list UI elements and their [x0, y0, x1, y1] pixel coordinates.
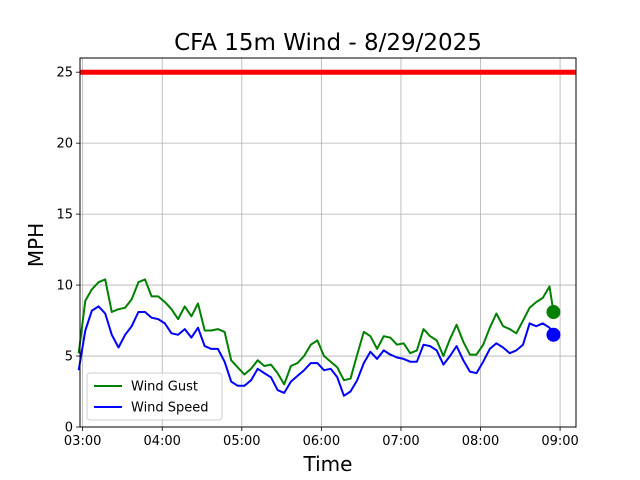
x-tick-label: 06:00 [303, 434, 340, 449]
x-tick-label: 04:00 [143, 434, 180, 449]
y-tick-label: 20 [56, 137, 73, 152]
y-tick-label: 15 [56, 208, 73, 223]
legend-label-wind-gust: Wind Gust [131, 380, 198, 395]
chart-title: CFA 15m Wind - 8/29/2025 [174, 30, 482, 56]
plot-frame [79, 57, 577, 428]
y-tick-label: 0 [65, 421, 73, 436]
wind-gust-last-point [546, 305, 561, 320]
wind-speed-line [77, 305, 555, 397]
ticks: 03:00 04:00 05:00 06:00 07:00 08:00 09:00 0 5 10 1… [56, 66, 578, 449]
x-tick-label: 09:00 [541, 434, 578, 449]
wind-gust-line [77, 278, 555, 386]
legend: Wind Gust Wind Speed [86, 372, 223, 421]
x-tick-label: 03:00 [64, 434, 101, 449]
legend-label-wind-speed: Wind Speed [131, 401, 209, 416]
x-tick-label: 08:00 [462, 434, 499, 449]
legend-box [86, 372, 223, 421]
series-layer [77, 278, 561, 397]
x-tick-label: 05:00 [223, 434, 260, 449]
y-axis-label: MPH [24, 223, 48, 267]
x-axis-label: Time [303, 452, 353, 476]
grid [80, 58, 576, 428]
wind-speed-last-point [546, 327, 561, 342]
x-tick-label: 07:00 [382, 434, 419, 449]
y-tick-label: 25 [56, 66, 73, 81]
y-tick-label: 10 [56, 279, 73, 294]
y-tick-label: 5 [65, 350, 73, 365]
